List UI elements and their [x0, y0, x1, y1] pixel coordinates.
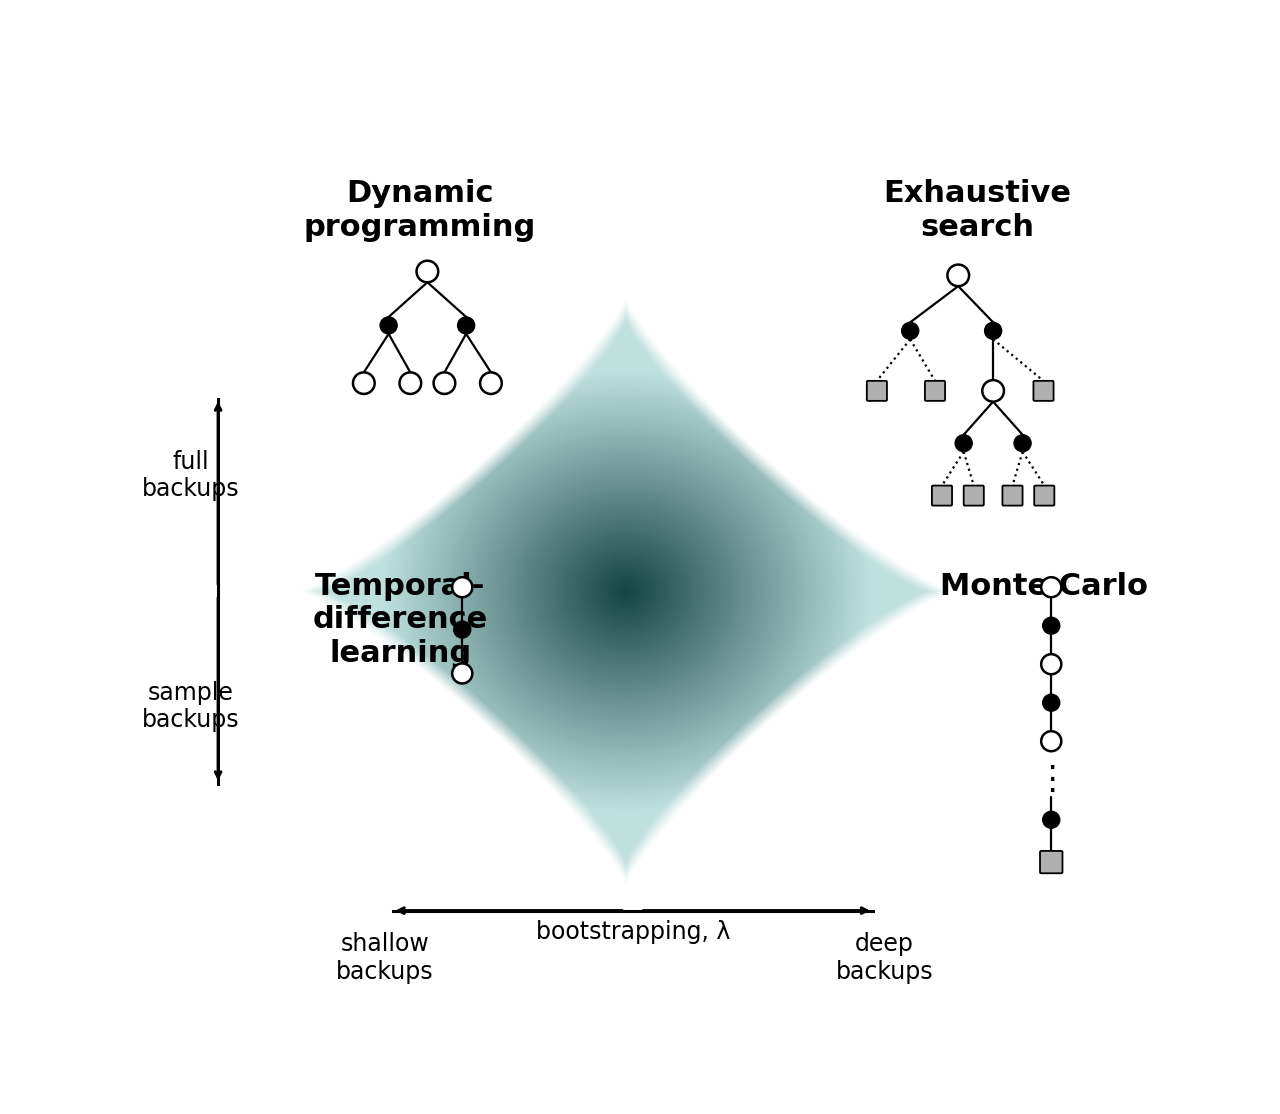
Circle shape: [1041, 654, 1061, 674]
Text: Dynamic
programming: Dynamic programming: [303, 179, 536, 242]
Circle shape: [1043, 811, 1060, 828]
Circle shape: [416, 261, 438, 282]
Text: ⋮: ⋮: [1034, 763, 1068, 797]
Text: deep
backups: deep backups: [836, 932, 933, 984]
FancyBboxPatch shape: [1033, 381, 1053, 401]
FancyBboxPatch shape: [1041, 851, 1062, 873]
Circle shape: [982, 380, 1004, 402]
Circle shape: [452, 664, 472, 684]
Circle shape: [1014, 434, 1032, 451]
Circle shape: [399, 372, 421, 394]
Circle shape: [1043, 694, 1060, 711]
Circle shape: [1041, 577, 1061, 597]
Text: full
backups: full backups: [142, 450, 239, 501]
Circle shape: [434, 372, 456, 394]
Circle shape: [1043, 617, 1060, 634]
Circle shape: [984, 322, 1002, 340]
FancyBboxPatch shape: [964, 486, 984, 506]
Circle shape: [480, 372, 502, 394]
Text: shallow
backups: shallow backups: [335, 932, 434, 984]
Circle shape: [452, 577, 472, 597]
Circle shape: [453, 622, 471, 638]
FancyBboxPatch shape: [1034, 486, 1055, 506]
Text: Monte Carlo: Monte Carlo: [940, 571, 1147, 600]
FancyBboxPatch shape: [932, 486, 952, 506]
Circle shape: [458, 317, 475, 334]
FancyBboxPatch shape: [925, 381, 945, 401]
Circle shape: [955, 434, 973, 451]
Circle shape: [1041, 731, 1061, 751]
Circle shape: [947, 265, 969, 286]
Text: Temporal-
difference
learning: Temporal- difference learning: [312, 571, 488, 668]
Circle shape: [353, 372, 375, 394]
Text: bootstrapping, λ: bootstrapping, λ: [535, 920, 730, 944]
Text: sample
backups: sample backups: [142, 681, 239, 733]
Circle shape: [380, 317, 397, 334]
FancyBboxPatch shape: [867, 381, 887, 401]
Text: Exhaustive
search: Exhaustive search: [883, 179, 1071, 242]
FancyBboxPatch shape: [1002, 486, 1023, 506]
Circle shape: [901, 322, 919, 340]
